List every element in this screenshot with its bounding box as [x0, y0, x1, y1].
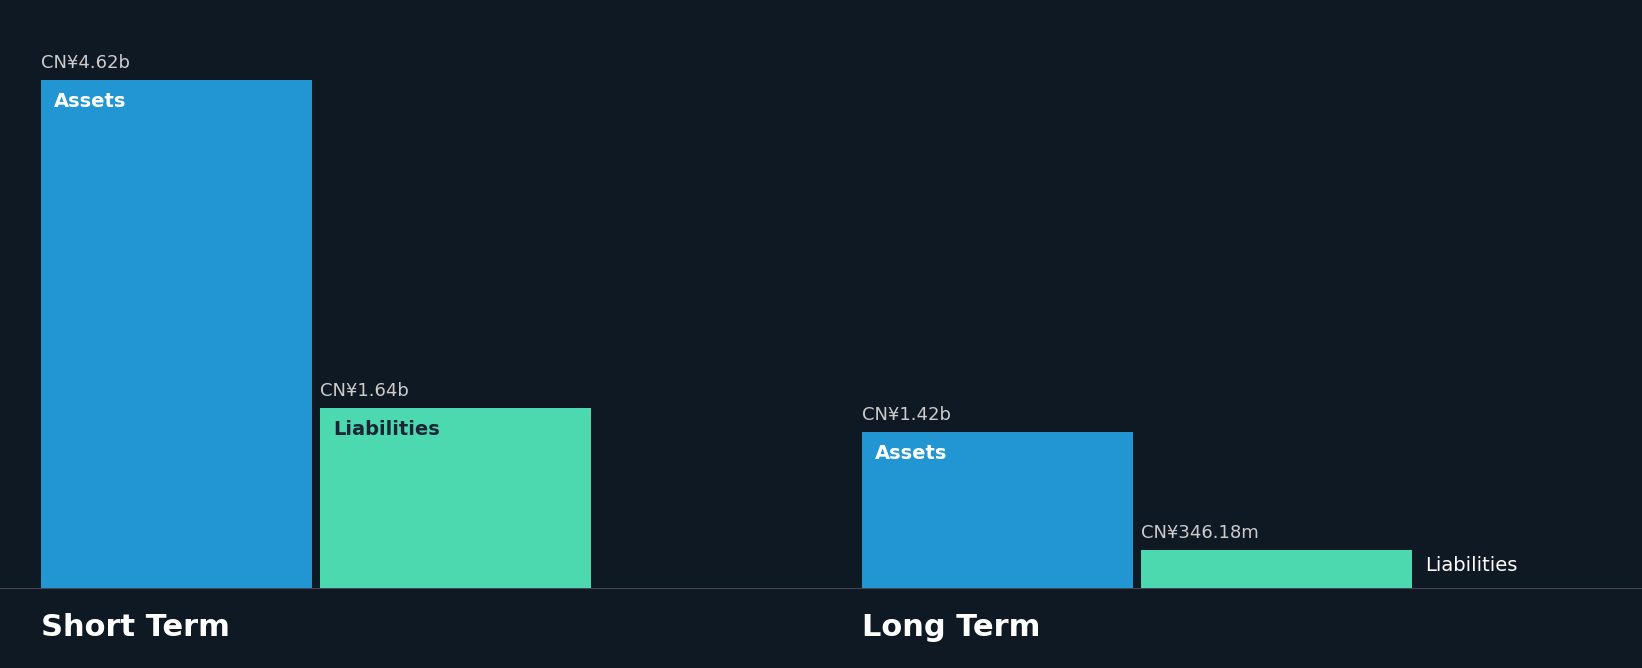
Text: Assets: Assets	[54, 92, 126, 111]
Bar	[320, 407, 591, 588]
Text: Long Term: Long Term	[862, 613, 1041, 643]
Text: CN¥4.62b: CN¥4.62b	[41, 54, 130, 72]
Text: CN¥346.18m: CN¥346.18m	[1141, 524, 1259, 542]
Text: Liabilities: Liabilities	[1425, 556, 1517, 575]
Text: CN¥1.64b: CN¥1.64b	[320, 381, 409, 399]
Text: Assets: Assets	[875, 444, 947, 463]
Text: CN¥1.42b: CN¥1.42b	[862, 405, 951, 424]
Bar	[41, 80, 312, 588]
Text: Liabilities: Liabilities	[333, 420, 440, 439]
Text: Short Term: Short Term	[41, 613, 230, 643]
Bar	[862, 432, 1133, 588]
Bar	[1141, 550, 1412, 588]
